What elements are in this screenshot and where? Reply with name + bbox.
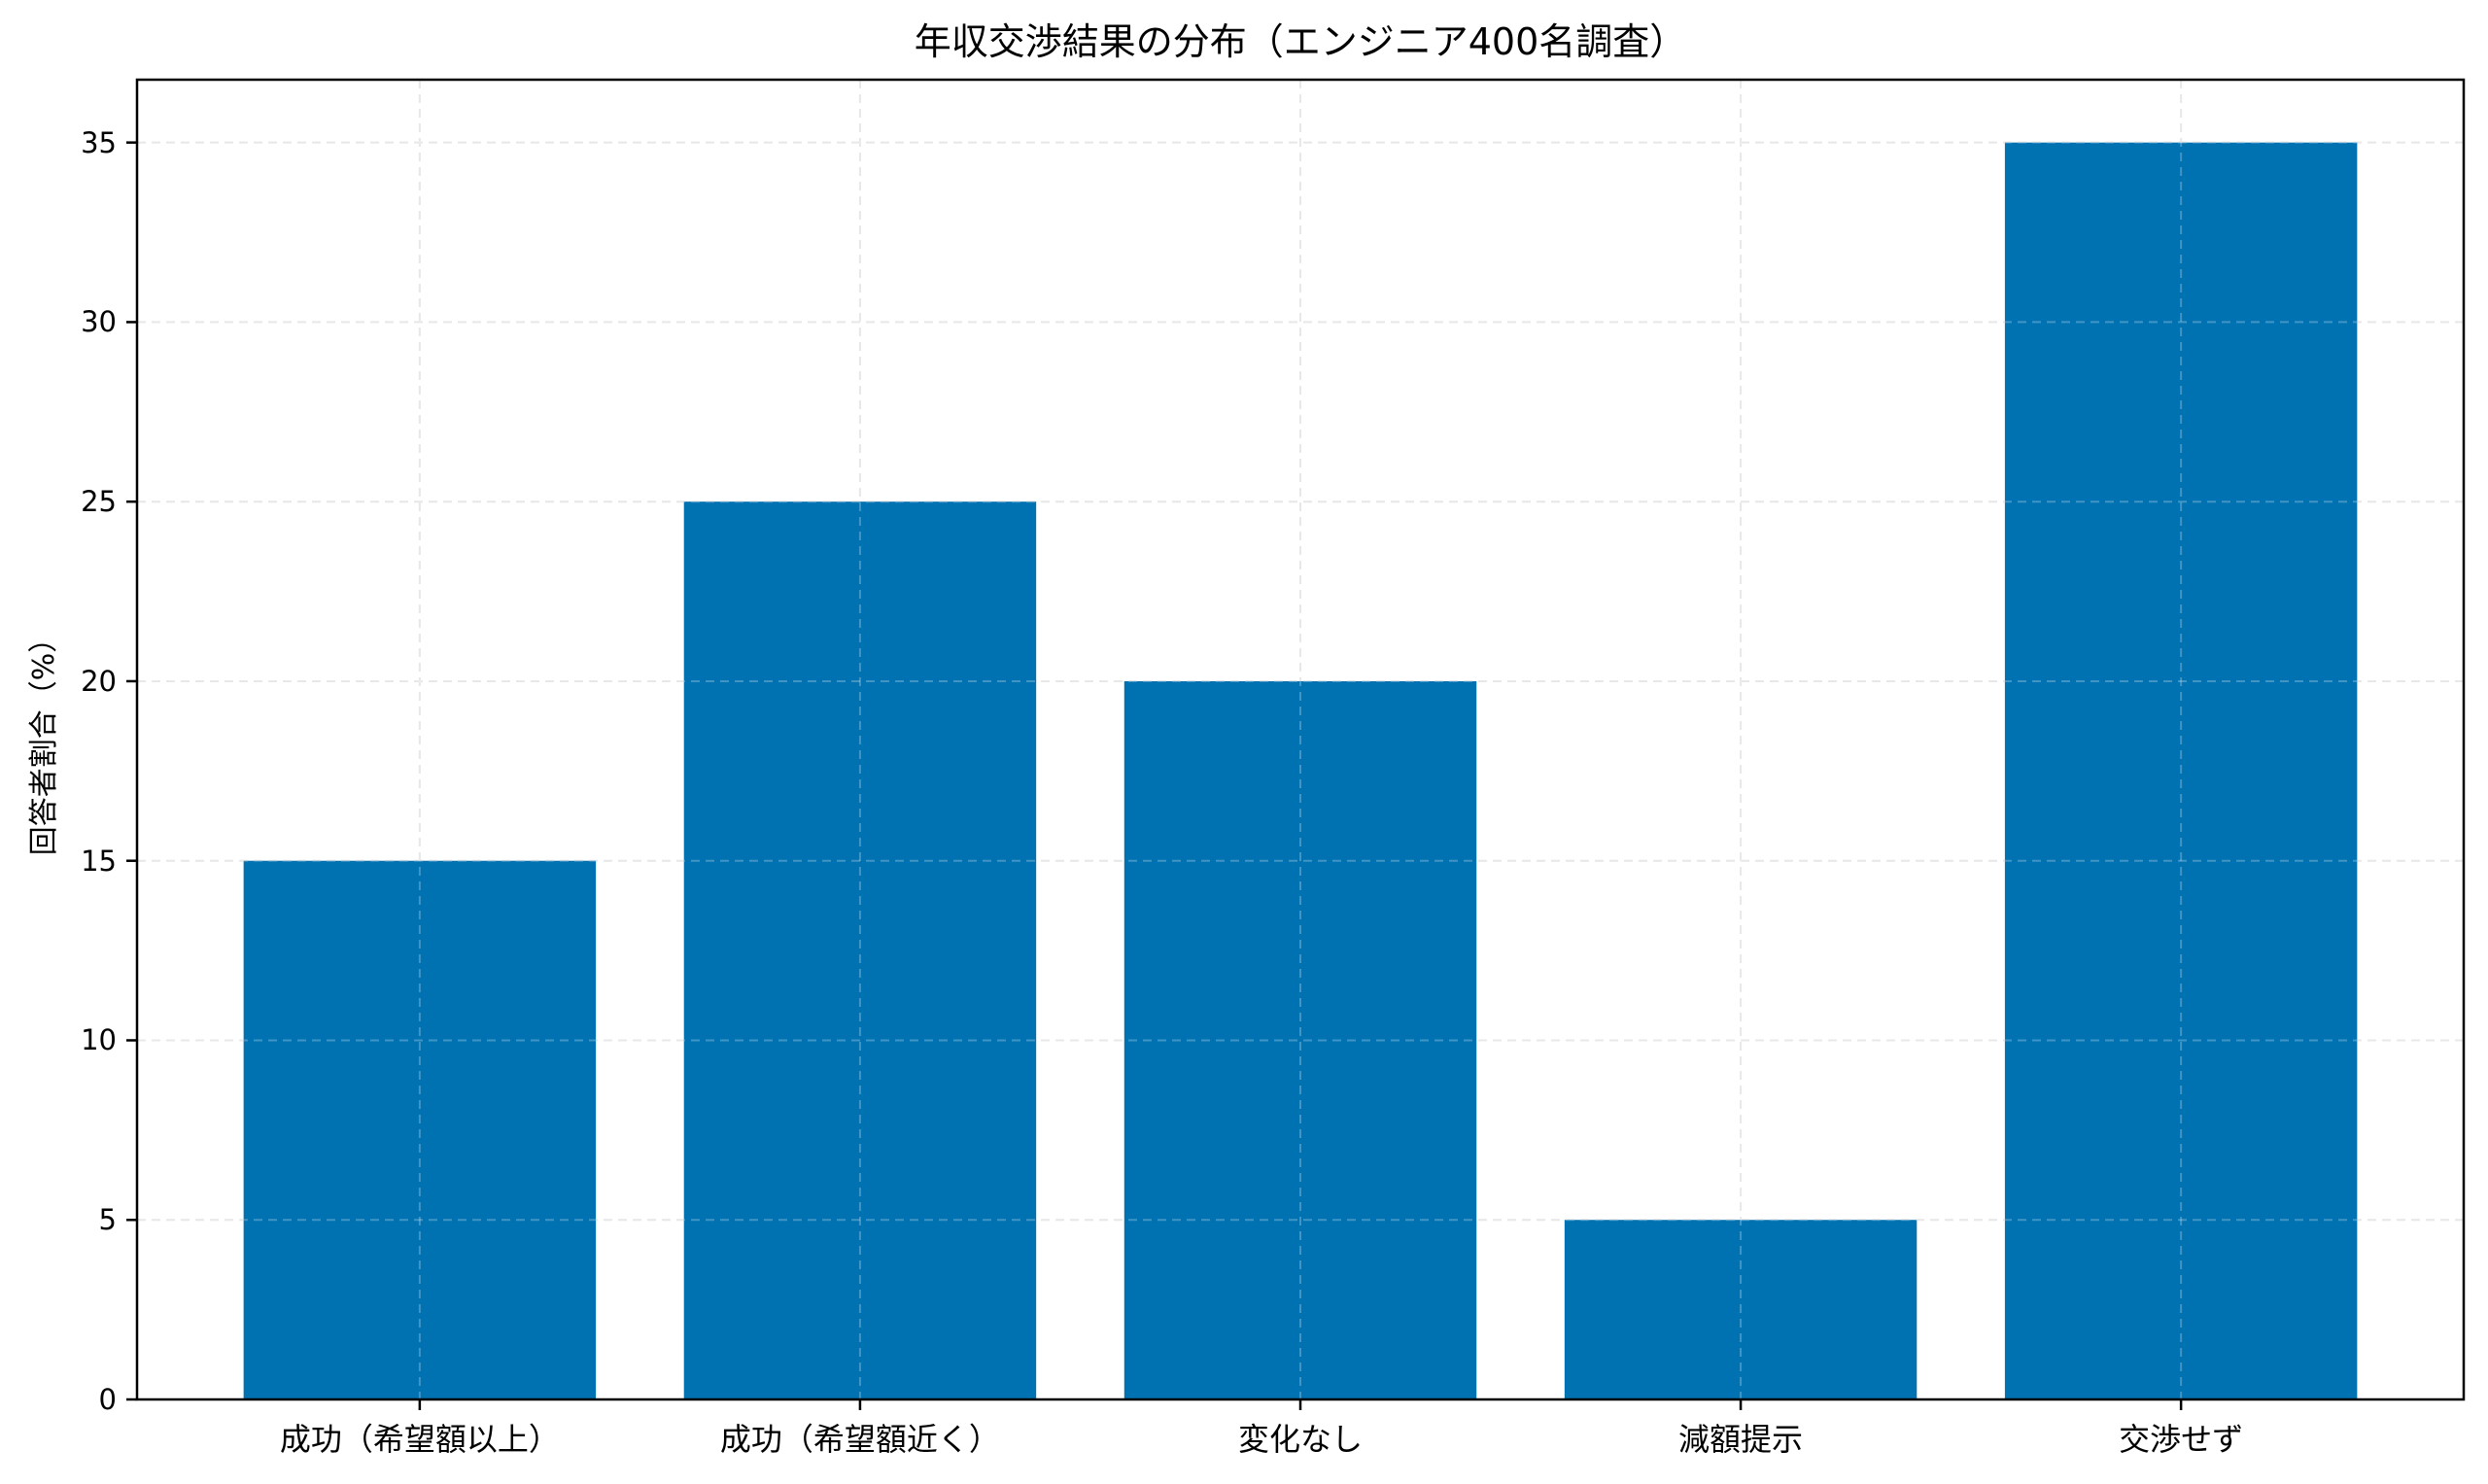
axes-frame: [126, 78, 2466, 1410]
bar: [1123, 680, 1477, 1399]
x-tick-label: 成功（希望額以上）: [279, 1421, 560, 1458]
y-tick-label: 0: [98, 1383, 117, 1416]
x-tick-label: 成功（希望額近く）: [719, 1421, 1000, 1458]
x-tick-label: 変化なし: [1237, 1421, 1364, 1458]
y-tick-label: 5: [98, 1203, 117, 1237]
bar: [1564, 1220, 1918, 1399]
bar: [683, 501, 1037, 1399]
y-tick-label: 15: [81, 844, 117, 878]
chart-title: 年収交渉結果の分布（エンジニア400名調査）: [914, 20, 1687, 63]
x-tick-label: 減額提示: [1678, 1421, 1804, 1458]
y-tick-label: 10: [81, 1023, 117, 1057]
y-tick-label: 20: [81, 664, 117, 698]
bar: [2004, 142, 2358, 1400]
bars: [243, 142, 2358, 1400]
gridlines-overlay: [137, 80, 2464, 1399]
bar: [243, 860, 597, 1399]
y-tick-label: 35: [81, 125, 117, 159]
y-axis-label: 回答者割合（%）: [27, 623, 61, 856]
x-tick-label: 交渉せず: [2119, 1421, 2244, 1458]
y-tick-label: 30: [81, 305, 117, 339]
y-tick-label: 25: [81, 485, 117, 519]
